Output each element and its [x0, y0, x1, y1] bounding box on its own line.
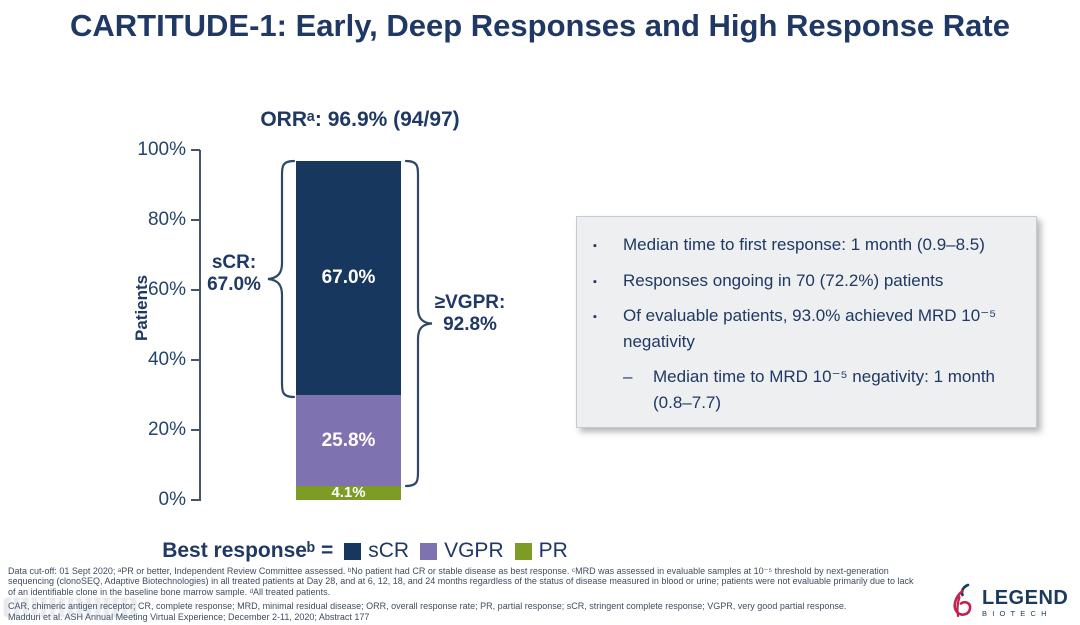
chart-legend: Best responseᵇ = sCR VGPR PR: [140, 539, 590, 563]
vgpr-bracket: [404, 159, 433, 488]
legend-name-pr: PR: [538, 539, 568, 562]
legend-swatch-pr: [514, 542, 532, 560]
scr-bracket-label: sCR: 67.0%: [207, 252, 261, 295]
y-tick: [191, 219, 200, 221]
y-tick-label: 20%: [147, 419, 186, 440]
legend-swatch-scr: [344, 542, 362, 560]
chart-title-orr: ORRᵃ: 96.9% (94/97): [260, 108, 460, 131]
y-tick: [191, 149, 200, 151]
bullet-text: Median time to first response: 1 month (…: [623, 235, 985, 254]
legend-biotech-logo-icon: [953, 583, 972, 618]
bar-segment-pr-label: 4.1%: [331, 484, 366, 502]
y-tick-label: 80%: [147, 209, 186, 230]
footnote-citation: Madduri et al. ASH Annual Meeting Virtua…: [8, 612, 370, 623]
bullet-text: Of evaluable patients, 93.0% achieved MR…: [623, 306, 997, 351]
watermark: [4, 598, 136, 617]
bullet-square-icon: ▪: [593, 240, 597, 252]
y-tick-label: 40%: [147, 349, 186, 370]
legend-entry-scr: sCR: [344, 539, 409, 563]
vgpr-bracket-label: ≥VGPR: 92.8%: [434, 292, 506, 335]
legend-entry-pr: PR: [514, 539, 568, 563]
footnote-line: of an identifiable clone in the baseline…: [8, 586, 331, 597]
y-tick-label: 60%: [147, 279, 186, 300]
scr-bracket: [267, 159, 296, 399]
slide-title: CARTITUDE-1: Early, Deep Responses and H…: [70, 8, 1010, 43]
bar-segment-scr-label: 67.0%: [321, 267, 376, 289]
dash-icon: –: [623, 367, 633, 386]
bullet-item: ▪ Median time to first response: 1 month…: [593, 232, 1023, 258]
bar-segment-pr: 4.1%: [296, 484, 401, 502]
y-tick: [191, 429, 200, 431]
y-axis-line: [199, 150, 201, 501]
bullet-item: ▪ Of evaluable patients, 93.0% achieved …: [593, 303, 1023, 354]
logo-brand: LEGEND: [982, 587, 1069, 610]
y-tick: [191, 499, 200, 501]
bar-segment-vgpr: 25.8%: [296, 395, 401, 486]
bullet-square-icon: ▪: [593, 311, 597, 323]
footnotes: Data cut-off: 01 Sept 2020; ᵃPR or bette…: [8, 566, 1076, 622]
footnote-line: sequencing (clonoSEQ, Adaptive Biotechno…: [8, 576, 914, 587]
y-tick: [191, 359, 200, 361]
y-tick-label: 0%: [158, 489, 186, 510]
footnote-line: Data cut-off: 01 Sept 2020; ᵃPR or bette…: [8, 566, 889, 576]
logo-sub-brand: BIOTECH: [982, 609, 1052, 619]
y-tick-label: 100%: [137, 139, 186, 160]
legend-prefix: Best responseᵇ =: [162, 539, 334, 562]
bullet-item: ▪ Responses ongoing in 70 (72.2%) patien…: [593, 268, 1023, 294]
legend-entry-vgpr: VGPR: [420, 539, 504, 563]
sub-bullet-text: Median time to MRD 10⁻⁵ negativity: 1 mo…: [653, 367, 996, 412]
footnote-abbreviations: CAR, chimeric antigen receptor; CR, comp…: [8, 600, 847, 611]
legend-biotech-logo-text: LEGEND BIOTECH: [982, 588, 1068, 618]
bar-segment-scr: 67.0%: [296, 160, 401, 396]
legend-swatch-vgpr: [420, 542, 438, 560]
highlights-box: ▪ Median time to first response: 1 month…: [576, 216, 1037, 428]
legend-name-vgpr: VGPR: [444, 539, 504, 562]
bullet-square-icon: ▪: [593, 275, 597, 288]
y-axis-title: Patients: [132, 274, 151, 342]
stacked-bar: 67.0% 25.8% 4.1%: [296, 150, 401, 500]
y-tick: [191, 289, 200, 291]
legend-biotech-logo: LEGEND BIOTECH: [948, 582, 1068, 624]
bar-segment-vgpr-label: 25.8%: [321, 429, 376, 451]
bullet-text: Responses ongoing in 70 (72.2%) patients: [623, 270, 944, 290]
sub-bullet-item: – Median time to MRD 10⁻⁵ negativity: 1 …: [623, 364, 1023, 415]
legend-name-scr: sCR: [368, 539, 410, 562]
